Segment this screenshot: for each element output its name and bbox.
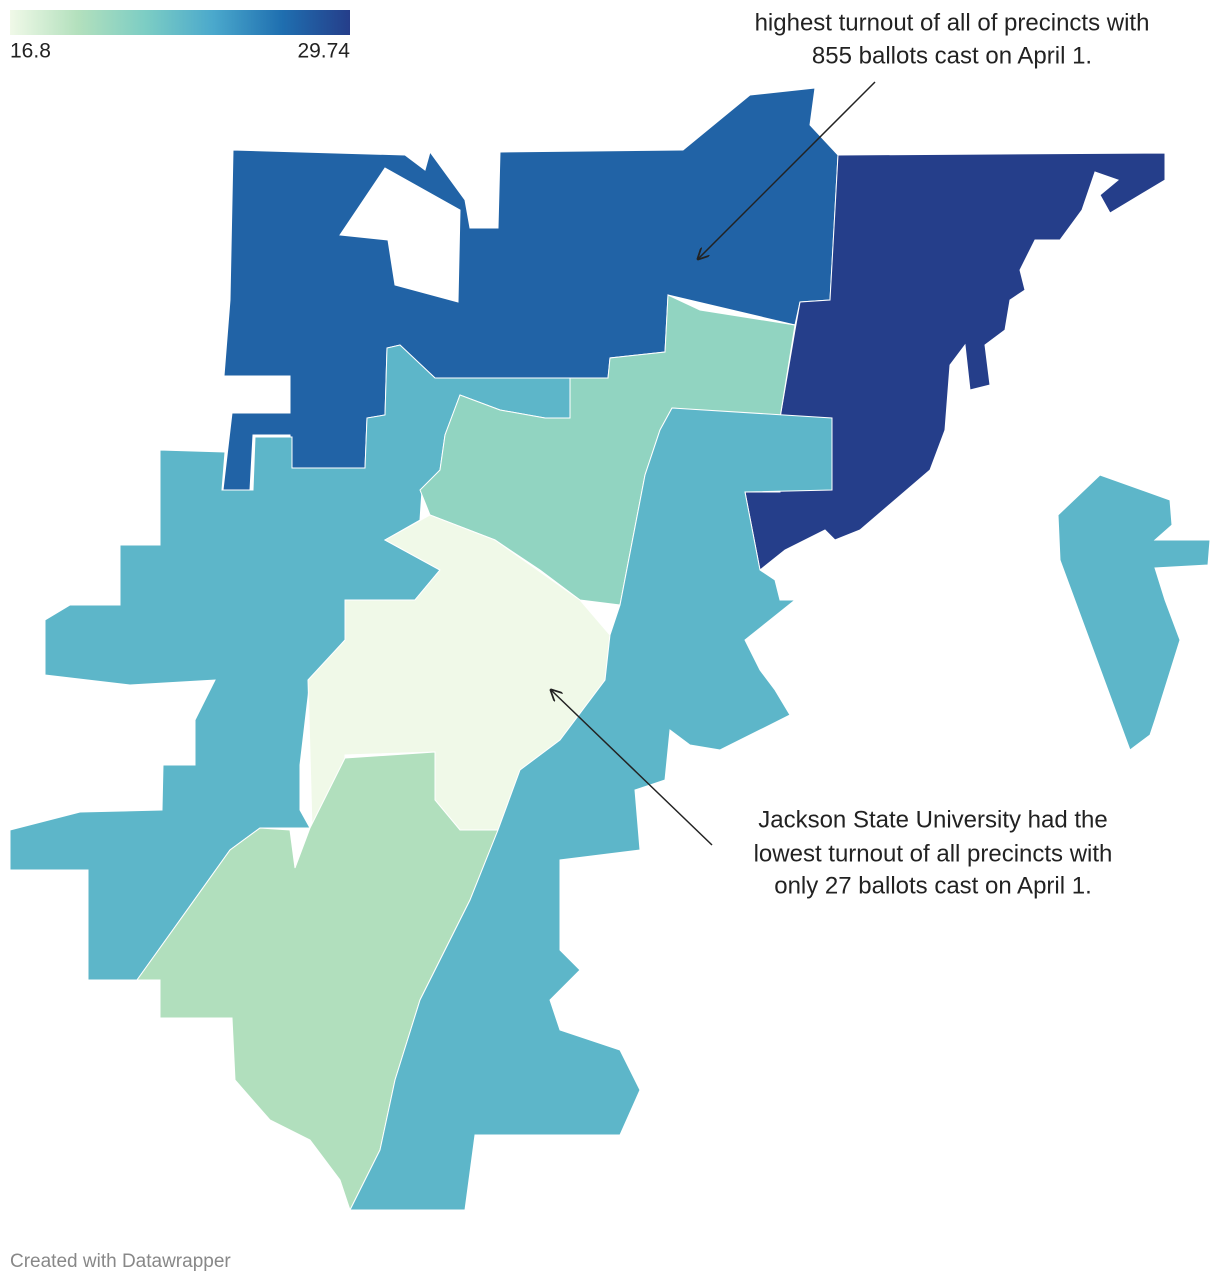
annotation-arrow (551, 690, 713, 846)
annotation-line: 855 ballots cast on April 1. (812, 42, 1092, 69)
precinct[interactable] (744, 152, 1166, 571)
legend-max: 29.74 (297, 40, 350, 63)
credit: Created with Datawrapper (10, 1251, 231, 1272)
precinct[interactable] (349, 407, 833, 1211)
annotation-line: only 27 ballots cast on April 1. (774, 872, 1092, 899)
annotation-arrow (698, 81, 876, 259)
annotation-line: Jackson State University had the (758, 806, 1108, 833)
legend-min: 16.8 (10, 40, 51, 63)
annotation-line: highest turnout of all of precincts with (755, 9, 1150, 36)
legend-bar (10, 10, 350, 35)
annotation-line: lowest turnout of all precincts with (754, 840, 1113, 867)
precinct[interactable] (1057, 474, 1211, 751)
regions (9, 87, 1211, 1212)
